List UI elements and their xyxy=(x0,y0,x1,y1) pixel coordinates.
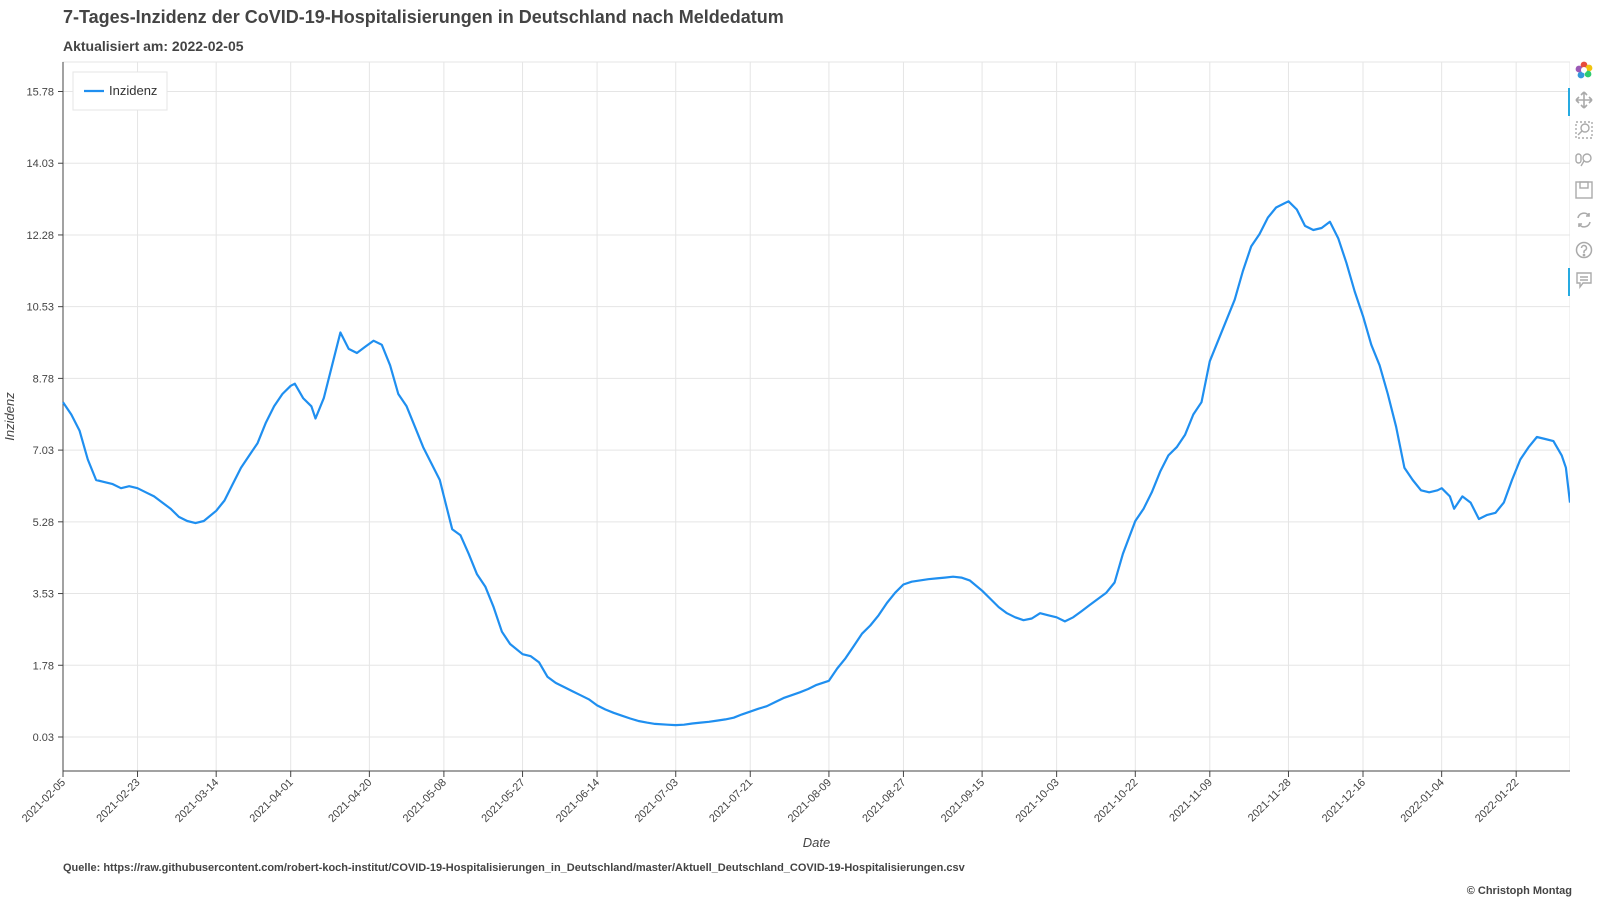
x-tick-label: 2021-02-23 xyxy=(94,777,142,825)
x-gridlines xyxy=(62,62,1517,771)
pan-icon[interactable] xyxy=(1568,88,1596,116)
x-tick-label: 2021-08-27 xyxy=(860,777,908,825)
plot-area[interactable] xyxy=(62,61,1570,772)
y-tick-label: 8.78 xyxy=(33,373,54,385)
line-chart[interactable]: 0.03 1.78 3.53 5.28 7.03 8.78 10.53 12.28 14.03 1… xyxy=(0,0,1570,860)
y-tick-label: 10.53 xyxy=(26,302,54,314)
x-tick-label: 2021-04-20 xyxy=(326,777,374,825)
x-tick-label: 2021-05-27 xyxy=(479,777,527,825)
bokeh-logo-icon[interactable] xyxy=(1572,58,1596,82)
x-tick-label: 2021-02-05 xyxy=(20,777,68,825)
x-tick-label: 2021-06-14 xyxy=(554,777,602,825)
hover-icon[interactable] xyxy=(1568,268,1596,296)
x-tick-label: 2021-11-09 xyxy=(1167,777,1215,825)
axes xyxy=(62,62,1570,772)
wheel-zoom-icon[interactable] xyxy=(1572,148,1596,172)
x-tick-labels: 2021-02-05 2021-02-23 2021-03-14 2021-04-01… xyxy=(20,771,1521,825)
y-gridlines xyxy=(63,91,1570,738)
x-tick-label: 2021-07-03 xyxy=(633,777,681,825)
y-tick-label: 0.03 xyxy=(33,732,54,744)
x-tick-label: 2021-09-15 xyxy=(939,777,987,825)
x-tick-label: 2022-01-04 xyxy=(1398,777,1446,825)
x-tick-label: 2021-12-16 xyxy=(1320,777,1368,825)
series-line-inzidenz[interactable] xyxy=(62,200,1570,727)
x-axis-label: Date xyxy=(803,835,830,850)
x-tick-label: 2021-10-03 xyxy=(1013,777,1061,825)
x-tick-label: 2021-05-08 xyxy=(401,777,449,825)
x-tick-label: 2021-10-22 xyxy=(1092,777,1140,825)
y-axis-label: Inzidenz xyxy=(2,392,17,441)
y-tick-label: 3.53 xyxy=(33,589,54,601)
x-tick-label: 2021-08-09 xyxy=(786,777,834,825)
y-tick-label: 5.28 xyxy=(33,517,54,529)
x-tick-label: 2021-11-28 xyxy=(1246,777,1294,825)
chart-toolbar xyxy=(1568,58,1598,298)
help-icon[interactable] xyxy=(1572,238,1596,262)
chart-subtitle: Aktualisiert am: 2022-02-05 xyxy=(63,38,244,54)
credit-note: © Christoph Montag xyxy=(1466,885,1572,897)
y-tick-label: 7.03 xyxy=(33,445,54,457)
legend-label: Inzidenz xyxy=(109,83,157,98)
x-tick-label: 2021-04-01 xyxy=(248,777,296,825)
y-tick-label: 12.28 xyxy=(26,230,54,242)
box-zoom-icon[interactable] xyxy=(1572,118,1596,142)
y-tick-labels: 0.03 1.78 3.53 5.28 7.03 8.78 10.53 12.28 14.03 1… xyxy=(26,87,63,744)
y-tick-label: 14.03 xyxy=(26,158,54,170)
legend: Inzidenz xyxy=(72,71,168,111)
chart-title: 7-Tages-Inzidenz der CoVID-19-Hospitalis… xyxy=(63,7,784,27)
y-tick-label: 1.78 xyxy=(33,660,54,672)
x-tick-label: 2021-03-14 xyxy=(173,777,221,825)
y-tick-label: 15.78 xyxy=(26,87,54,99)
source-note: Quelle: https://raw.githubusercontent.co… xyxy=(63,862,965,874)
x-tick-label: 2021-07-21 xyxy=(707,777,755,825)
x-tick-label: 2022-01-22 xyxy=(1473,777,1521,825)
save-icon[interactable] xyxy=(1572,178,1596,202)
reset-icon[interactable] xyxy=(1572,208,1596,232)
